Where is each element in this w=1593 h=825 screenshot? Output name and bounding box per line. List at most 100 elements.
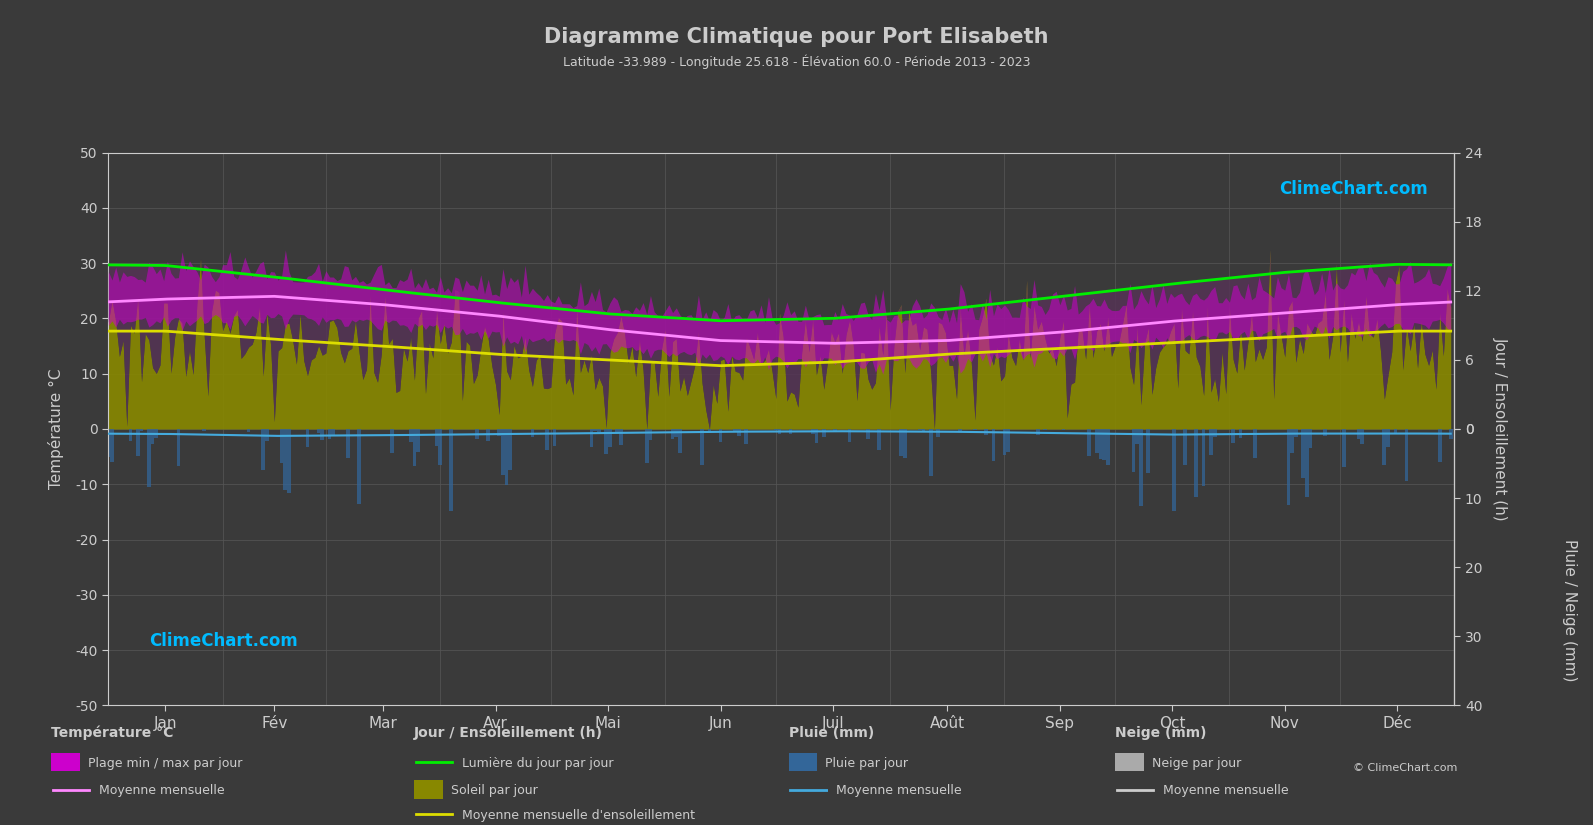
Bar <box>346 429 350 458</box>
Bar <box>435 429 438 446</box>
Bar <box>177 429 180 465</box>
Bar <box>1201 429 1206 486</box>
Bar <box>151 429 155 444</box>
Bar <box>1324 429 1327 436</box>
Bar <box>1341 429 1346 467</box>
Bar <box>833 429 836 431</box>
Text: Latitude -33.989 - Longitude 25.618 - Élévation 60.0 - Période 2013 - 2023: Latitude -33.989 - Longitude 25.618 - Él… <box>562 54 1031 69</box>
Bar <box>475 429 479 439</box>
Bar <box>390 429 393 453</box>
Bar <box>847 429 851 442</box>
Bar <box>937 429 940 436</box>
Bar <box>1099 429 1102 459</box>
Bar <box>679 429 682 453</box>
Bar <box>738 429 741 436</box>
Text: Diagramme Climatique pour Port Elisabeth: Diagramme Climatique pour Port Elisabeth <box>545 27 1048 47</box>
Bar <box>814 429 819 442</box>
Bar <box>449 429 452 511</box>
Bar <box>609 429 612 446</box>
Bar <box>867 429 870 440</box>
Text: Moyenne mensuelle: Moyenne mensuelle <box>99 784 225 797</box>
Bar <box>1035 429 1040 435</box>
Bar <box>811 429 814 434</box>
Bar <box>1061 429 1066 431</box>
Bar <box>1254 429 1257 458</box>
Text: ClimeChart.com: ClimeChart.com <box>148 632 298 650</box>
Bar <box>413 429 416 466</box>
Bar <box>615 429 620 432</box>
Bar <box>317 429 320 433</box>
Bar <box>1287 429 1290 505</box>
Bar <box>929 429 932 476</box>
Bar <box>497 429 502 436</box>
Bar <box>822 429 825 436</box>
Bar <box>718 429 722 442</box>
Bar <box>1383 429 1386 465</box>
Bar <box>777 429 782 434</box>
Bar <box>1438 429 1442 462</box>
Bar <box>774 429 777 430</box>
Bar <box>438 429 443 464</box>
Bar <box>505 429 508 484</box>
Bar <box>1239 429 1243 438</box>
Text: Soleil par jour: Soleil par jour <box>451 784 537 797</box>
Bar <box>674 429 679 437</box>
Bar <box>110 429 113 462</box>
Bar <box>508 429 513 470</box>
Bar <box>1139 429 1142 506</box>
Bar <box>357 429 362 504</box>
Bar <box>973 429 977 431</box>
Bar <box>284 429 287 490</box>
Bar <box>1450 429 1453 439</box>
Text: Neige par jour: Neige par jour <box>1152 757 1241 770</box>
Text: Jour / Ensoleillement (h): Jour / Ensoleillement (h) <box>414 726 604 739</box>
Bar <box>733 429 738 431</box>
Bar <box>1172 429 1176 511</box>
Y-axis label: Température °C: Température °C <box>48 369 64 489</box>
Bar <box>530 429 534 437</box>
Bar <box>1290 429 1294 453</box>
Bar <box>261 429 264 469</box>
Bar <box>1094 429 1099 454</box>
Bar <box>1309 429 1313 448</box>
Bar <box>409 429 413 442</box>
Bar <box>900 429 903 456</box>
Text: © ClimeChart.com: © ClimeChart.com <box>1352 763 1458 773</box>
Bar <box>620 429 623 446</box>
Bar <box>1305 429 1309 497</box>
Bar <box>1131 429 1136 472</box>
Bar <box>147 429 151 487</box>
Bar <box>1394 429 1397 433</box>
Bar <box>918 429 921 430</box>
Bar <box>645 429 648 464</box>
Bar <box>140 429 143 431</box>
Bar <box>984 429 988 436</box>
Bar <box>1209 429 1212 455</box>
Bar <box>707 429 712 433</box>
Bar <box>604 429 609 455</box>
Text: Pluie par jour: Pluie par jour <box>825 757 908 770</box>
Bar <box>1007 429 1010 452</box>
Bar <box>903 429 906 459</box>
Bar <box>671 429 674 439</box>
Bar <box>107 429 110 457</box>
Bar <box>486 429 491 441</box>
Text: Moyenne mensuelle: Moyenne mensuelle <box>1163 784 1289 797</box>
Bar <box>331 429 335 436</box>
Text: Moyenne mensuelle: Moyenne mensuelle <box>836 784 962 797</box>
Text: Neige (mm): Neige (mm) <box>1115 726 1206 739</box>
Text: ClimeChart.com: ClimeChart.com <box>1279 181 1429 198</box>
Bar <box>135 429 140 456</box>
Bar <box>247 429 250 432</box>
Bar <box>1294 429 1298 436</box>
Bar <box>416 429 421 452</box>
Bar <box>264 429 269 441</box>
Bar <box>589 429 593 446</box>
Bar <box>155 429 158 438</box>
Bar <box>545 429 550 450</box>
Bar <box>280 429 284 463</box>
Bar <box>1147 429 1150 473</box>
Bar <box>306 429 309 447</box>
Bar <box>959 429 962 431</box>
Bar <box>597 429 601 431</box>
